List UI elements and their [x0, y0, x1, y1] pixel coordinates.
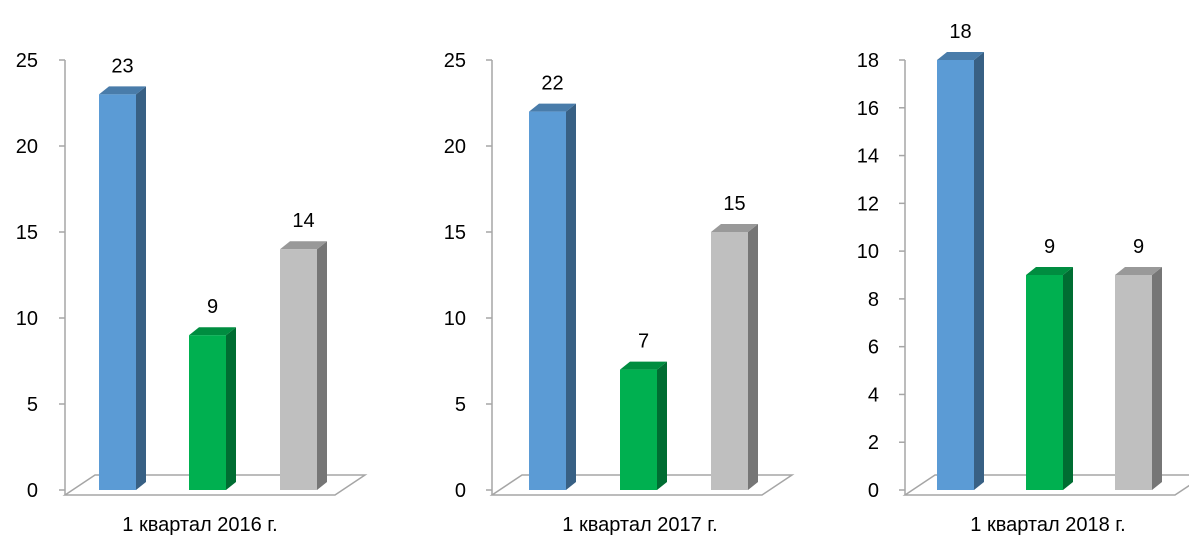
- y-tick-label: 10: [16, 308, 38, 330]
- chart-floor: [489, 474, 795, 496]
- chart-floor: [902, 474, 1189, 496]
- bar-top-face: [620, 361, 667, 370]
- bar-top-face: [280, 241, 327, 250]
- bar-side-face: [317, 241, 327, 490]
- y-tick-label: 8: [868, 289, 879, 311]
- y-tick-label: 5: [455, 394, 466, 416]
- category-label: 1 квартал 2018 г.: [970, 514, 1125, 536]
- bar-top-face: [529, 103, 576, 112]
- bar-top-face: [99, 86, 146, 95]
- bar: [280, 249, 317, 490]
- bar-side-face: [136, 86, 146, 491]
- bar-top-face: [711, 224, 758, 232]
- y-tick-label: 10: [444, 308, 466, 330]
- y-tick-label: 16: [857, 98, 879, 120]
- bar-top-face: [1026, 267, 1073, 275]
- y-tick-label: 25: [444, 50, 466, 72]
- y-tick-label: 0: [455, 480, 466, 502]
- bar: [711, 232, 748, 490]
- y-tick-label: 0: [27, 480, 38, 502]
- bar-top-face: [1115, 267, 1162, 275]
- category-label: 1 квартал 2016 г.: [122, 514, 277, 536]
- bar-side-face: [657, 361, 667, 490]
- chart-floor: [62, 474, 368, 496]
- y-tick-label: 2: [868, 432, 879, 454]
- data-label: 7: [638, 331, 649, 353]
- y-tick-label: 4: [868, 384, 879, 406]
- bar-top-face: [189, 327, 236, 336]
- data-label: 22: [541, 73, 563, 95]
- bar-side-face: [1063, 267, 1073, 490]
- bar: [1026, 275, 1063, 490]
- y-tick-label: 18: [857, 50, 879, 72]
- data-label: 14: [292, 210, 314, 232]
- bar-side-face: [974, 52, 984, 490]
- bar: [1115, 275, 1152, 490]
- bar: [937, 60, 974, 490]
- data-label: 9: [207, 296, 218, 318]
- category-label: 1 квартал 2017 г.: [562, 514, 717, 536]
- bar: [529, 111, 566, 490]
- bar-top-face: [937, 52, 984, 60]
- data-label: 15: [723, 193, 745, 215]
- y-tick-label: 0: [868, 480, 879, 502]
- y-tick-label: 12: [857, 193, 879, 215]
- y-tick-label: 5: [27, 394, 38, 416]
- bar-side-face: [748, 224, 758, 490]
- bar-side-face: [566, 103, 576, 490]
- y-tick-label: 15: [16, 222, 38, 244]
- bar: [620, 369, 657, 490]
- bar-side-face: [226, 327, 236, 490]
- y-tick-label: 10: [857, 241, 879, 263]
- bar-side-face: [1152, 267, 1162, 490]
- bar: [99, 94, 136, 491]
- y-tick-label: 15: [444, 222, 466, 244]
- bar: [189, 335, 226, 490]
- data-label: 9: [1133, 236, 1144, 258]
- data-label: 9: [1044, 236, 1055, 258]
- y-tick-label: 6: [868, 337, 879, 359]
- y-tick-label: 25: [16, 50, 38, 72]
- y-tick-label: 20: [16, 136, 38, 158]
- y-tick-label: 14: [857, 146, 879, 168]
- data-label: 23: [111, 55, 133, 77]
- y-tick-label: 20: [444, 136, 466, 158]
- data-label: 18: [949, 21, 971, 43]
